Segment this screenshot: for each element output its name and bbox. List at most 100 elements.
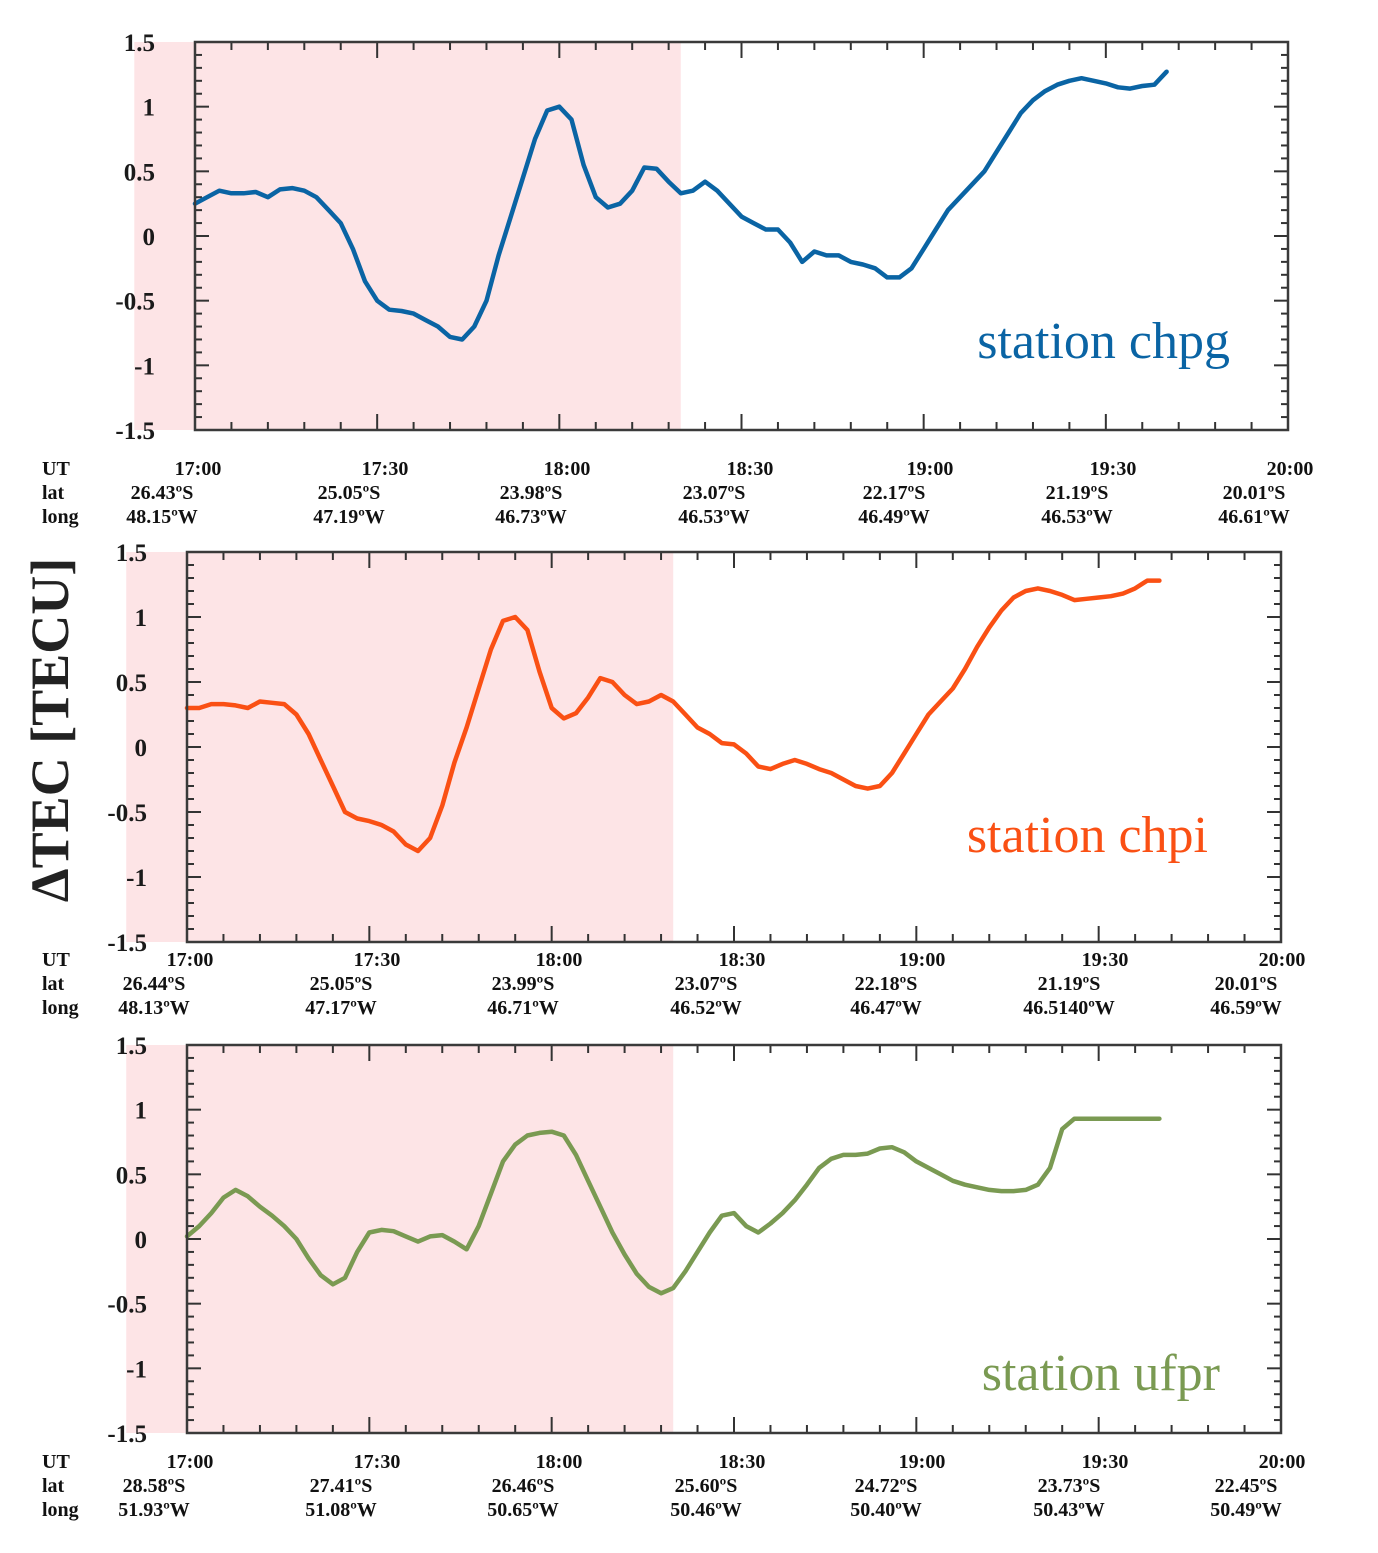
y-tick-label: 1 bbox=[135, 1098, 148, 1125]
latitude-label: 22.17ºS bbox=[863, 482, 926, 504]
latitude-label: 25.60ºS bbox=[675, 1475, 738, 1497]
y-tick-label: -1 bbox=[134, 353, 155, 380]
y-tick-label: 0.5 bbox=[124, 159, 155, 186]
longitude-label: 46.61ºW bbox=[1218, 506, 1290, 528]
longitude-label: 46.47ºW bbox=[850, 997, 922, 1019]
longitude-label: 46.53ºW bbox=[678, 506, 750, 528]
latitude-label: 26.46ºS bbox=[492, 1475, 555, 1497]
ut-time-label: 17:00 bbox=[167, 1451, 214, 1473]
longitude-label: 50.43ºW bbox=[1033, 1499, 1105, 1521]
row-label-long: long bbox=[42, 1499, 79, 1521]
shaded-interval bbox=[126, 552, 674, 942]
y-tick-label: 0 bbox=[143, 224, 156, 251]
y-tick-label: 0 bbox=[135, 735, 148, 762]
latitude-label: 22.45ºS bbox=[1215, 1475, 1278, 1497]
latitude-label: 22.18ºS bbox=[855, 973, 918, 995]
ut-time-label: 19:00 bbox=[899, 1451, 946, 1473]
ut-time-label: 19:30 bbox=[1082, 1451, 1129, 1473]
latitude-label: 20.01ºS bbox=[1223, 482, 1286, 504]
station-label: station chpi bbox=[967, 807, 1208, 864]
longitude-label: 46.59ºW bbox=[1210, 997, 1282, 1019]
latitude-label: 23.07ºS bbox=[683, 482, 746, 504]
series-line bbox=[192, 69, 1169, 342]
row-label-ut: UT bbox=[42, 458, 70, 480]
latitude-label: 26.43ºS bbox=[131, 482, 194, 504]
longitude-label: 48.13ºW bbox=[118, 997, 190, 1019]
y-tick-label: -1 bbox=[126, 865, 147, 892]
y-tick-label: 0.5 bbox=[116, 670, 147, 697]
ut-time-label: 19:00 bbox=[899, 949, 946, 971]
ut-time-label: 20:00 bbox=[1259, 949, 1306, 971]
ut-time-label: 20:00 bbox=[1267, 458, 1314, 480]
ut-time-label: 17:00 bbox=[175, 458, 222, 480]
longitude-label: 46.53ºW bbox=[1041, 506, 1113, 528]
latitude-label: 23.07ºS bbox=[675, 973, 738, 995]
y-tick-label: 1.5 bbox=[116, 1033, 147, 1060]
y-tick-label: -0.5 bbox=[107, 1292, 147, 1319]
latitude-label: 21.19ºS bbox=[1046, 482, 1109, 504]
longitude-label: 50.65ºW bbox=[487, 1499, 559, 1521]
station-label: station chpg bbox=[977, 313, 1230, 370]
y-tick-label: 1.5 bbox=[124, 30, 155, 57]
longitude-label: 51.93ºW bbox=[118, 1499, 190, 1521]
ut-time-label: 18:30 bbox=[719, 1451, 766, 1473]
y-tick-label: -1.5 bbox=[107, 1421, 147, 1448]
latitude-label: 21.19ºS bbox=[1038, 973, 1101, 995]
longitude-label: 48.15ºW bbox=[126, 506, 198, 528]
longitude-label: 50.40ºW bbox=[850, 1499, 922, 1521]
longitude-label: 47.19ºW bbox=[313, 506, 385, 528]
y-axis-label: ΔTEC [TECU] bbox=[20, 558, 80, 902]
series-line bbox=[184, 1116, 1162, 1296]
plot-frame bbox=[185, 1043, 1283, 1435]
y-tick-label: -0.5 bbox=[107, 800, 147, 827]
ut-time-label: 17:30 bbox=[354, 1451, 401, 1473]
ut-time-label: 18:30 bbox=[719, 949, 766, 971]
y-tick-label: 0 bbox=[135, 1227, 148, 1254]
latitude-label: 23.73ºS bbox=[1038, 1475, 1101, 1497]
row-label-lat: lat bbox=[42, 482, 65, 504]
shaded-interval bbox=[134, 42, 681, 430]
latitude-label: 20.01ºS bbox=[1215, 973, 1278, 995]
shaded-interval bbox=[126, 1045, 674, 1433]
row-label-lat: lat bbox=[42, 1475, 65, 1497]
ut-time-label: 18:00 bbox=[536, 949, 583, 971]
longitude-label: 50.49ºW bbox=[1210, 1499, 1282, 1521]
longitude-label: 50.46ºW bbox=[670, 1499, 742, 1521]
series-line bbox=[184, 578, 1162, 854]
station-label: station ufpr bbox=[982, 1345, 1220, 1402]
longitude-label: 47.17ºW bbox=[305, 997, 377, 1019]
longitude-label: 46.49ºW bbox=[858, 506, 930, 528]
row-label-lat: lat bbox=[42, 973, 65, 995]
plot-frame bbox=[185, 550, 1283, 944]
latitude-label: 25.05ºS bbox=[310, 973, 373, 995]
row-label-long: long bbox=[42, 997, 79, 1019]
latitude-label: 26.44ºS bbox=[123, 973, 186, 995]
y-tick-label: -1.5 bbox=[107, 930, 147, 957]
row-label-long: long bbox=[42, 506, 79, 528]
y-tick-label: -1 bbox=[126, 1356, 147, 1383]
ut-time-label: 17:30 bbox=[354, 949, 401, 971]
latitude-label: 25.05ºS bbox=[318, 482, 381, 504]
y-tick-label: 1 bbox=[135, 605, 148, 632]
latitude-label: 23.99ºS bbox=[492, 973, 555, 995]
ut-time-label: 17:00 bbox=[167, 949, 214, 971]
y-tick-label: -0.5 bbox=[115, 289, 155, 316]
longitude-label: 46.5140ºW bbox=[1023, 997, 1115, 1019]
ut-time-label: 19:30 bbox=[1090, 458, 1137, 480]
latitude-label: 28.58ºS bbox=[123, 1475, 186, 1497]
y-tick-label: 0.5 bbox=[116, 1162, 147, 1189]
ut-time-label: 18:00 bbox=[544, 458, 591, 480]
ut-time-label: 18:30 bbox=[727, 458, 774, 480]
ut-time-label: 20:00 bbox=[1259, 1451, 1306, 1473]
longitude-label: 51.08ºW bbox=[305, 1499, 377, 1521]
row-label-ut: UT bbox=[42, 1451, 70, 1473]
longitude-label: 46.71ºW bbox=[487, 997, 559, 1019]
ut-time-label: 17:30 bbox=[362, 458, 409, 480]
longitude-label: 46.73ºW bbox=[495, 506, 567, 528]
plot-frame bbox=[193, 40, 1290, 432]
ut-time-label: 18:00 bbox=[536, 1451, 583, 1473]
